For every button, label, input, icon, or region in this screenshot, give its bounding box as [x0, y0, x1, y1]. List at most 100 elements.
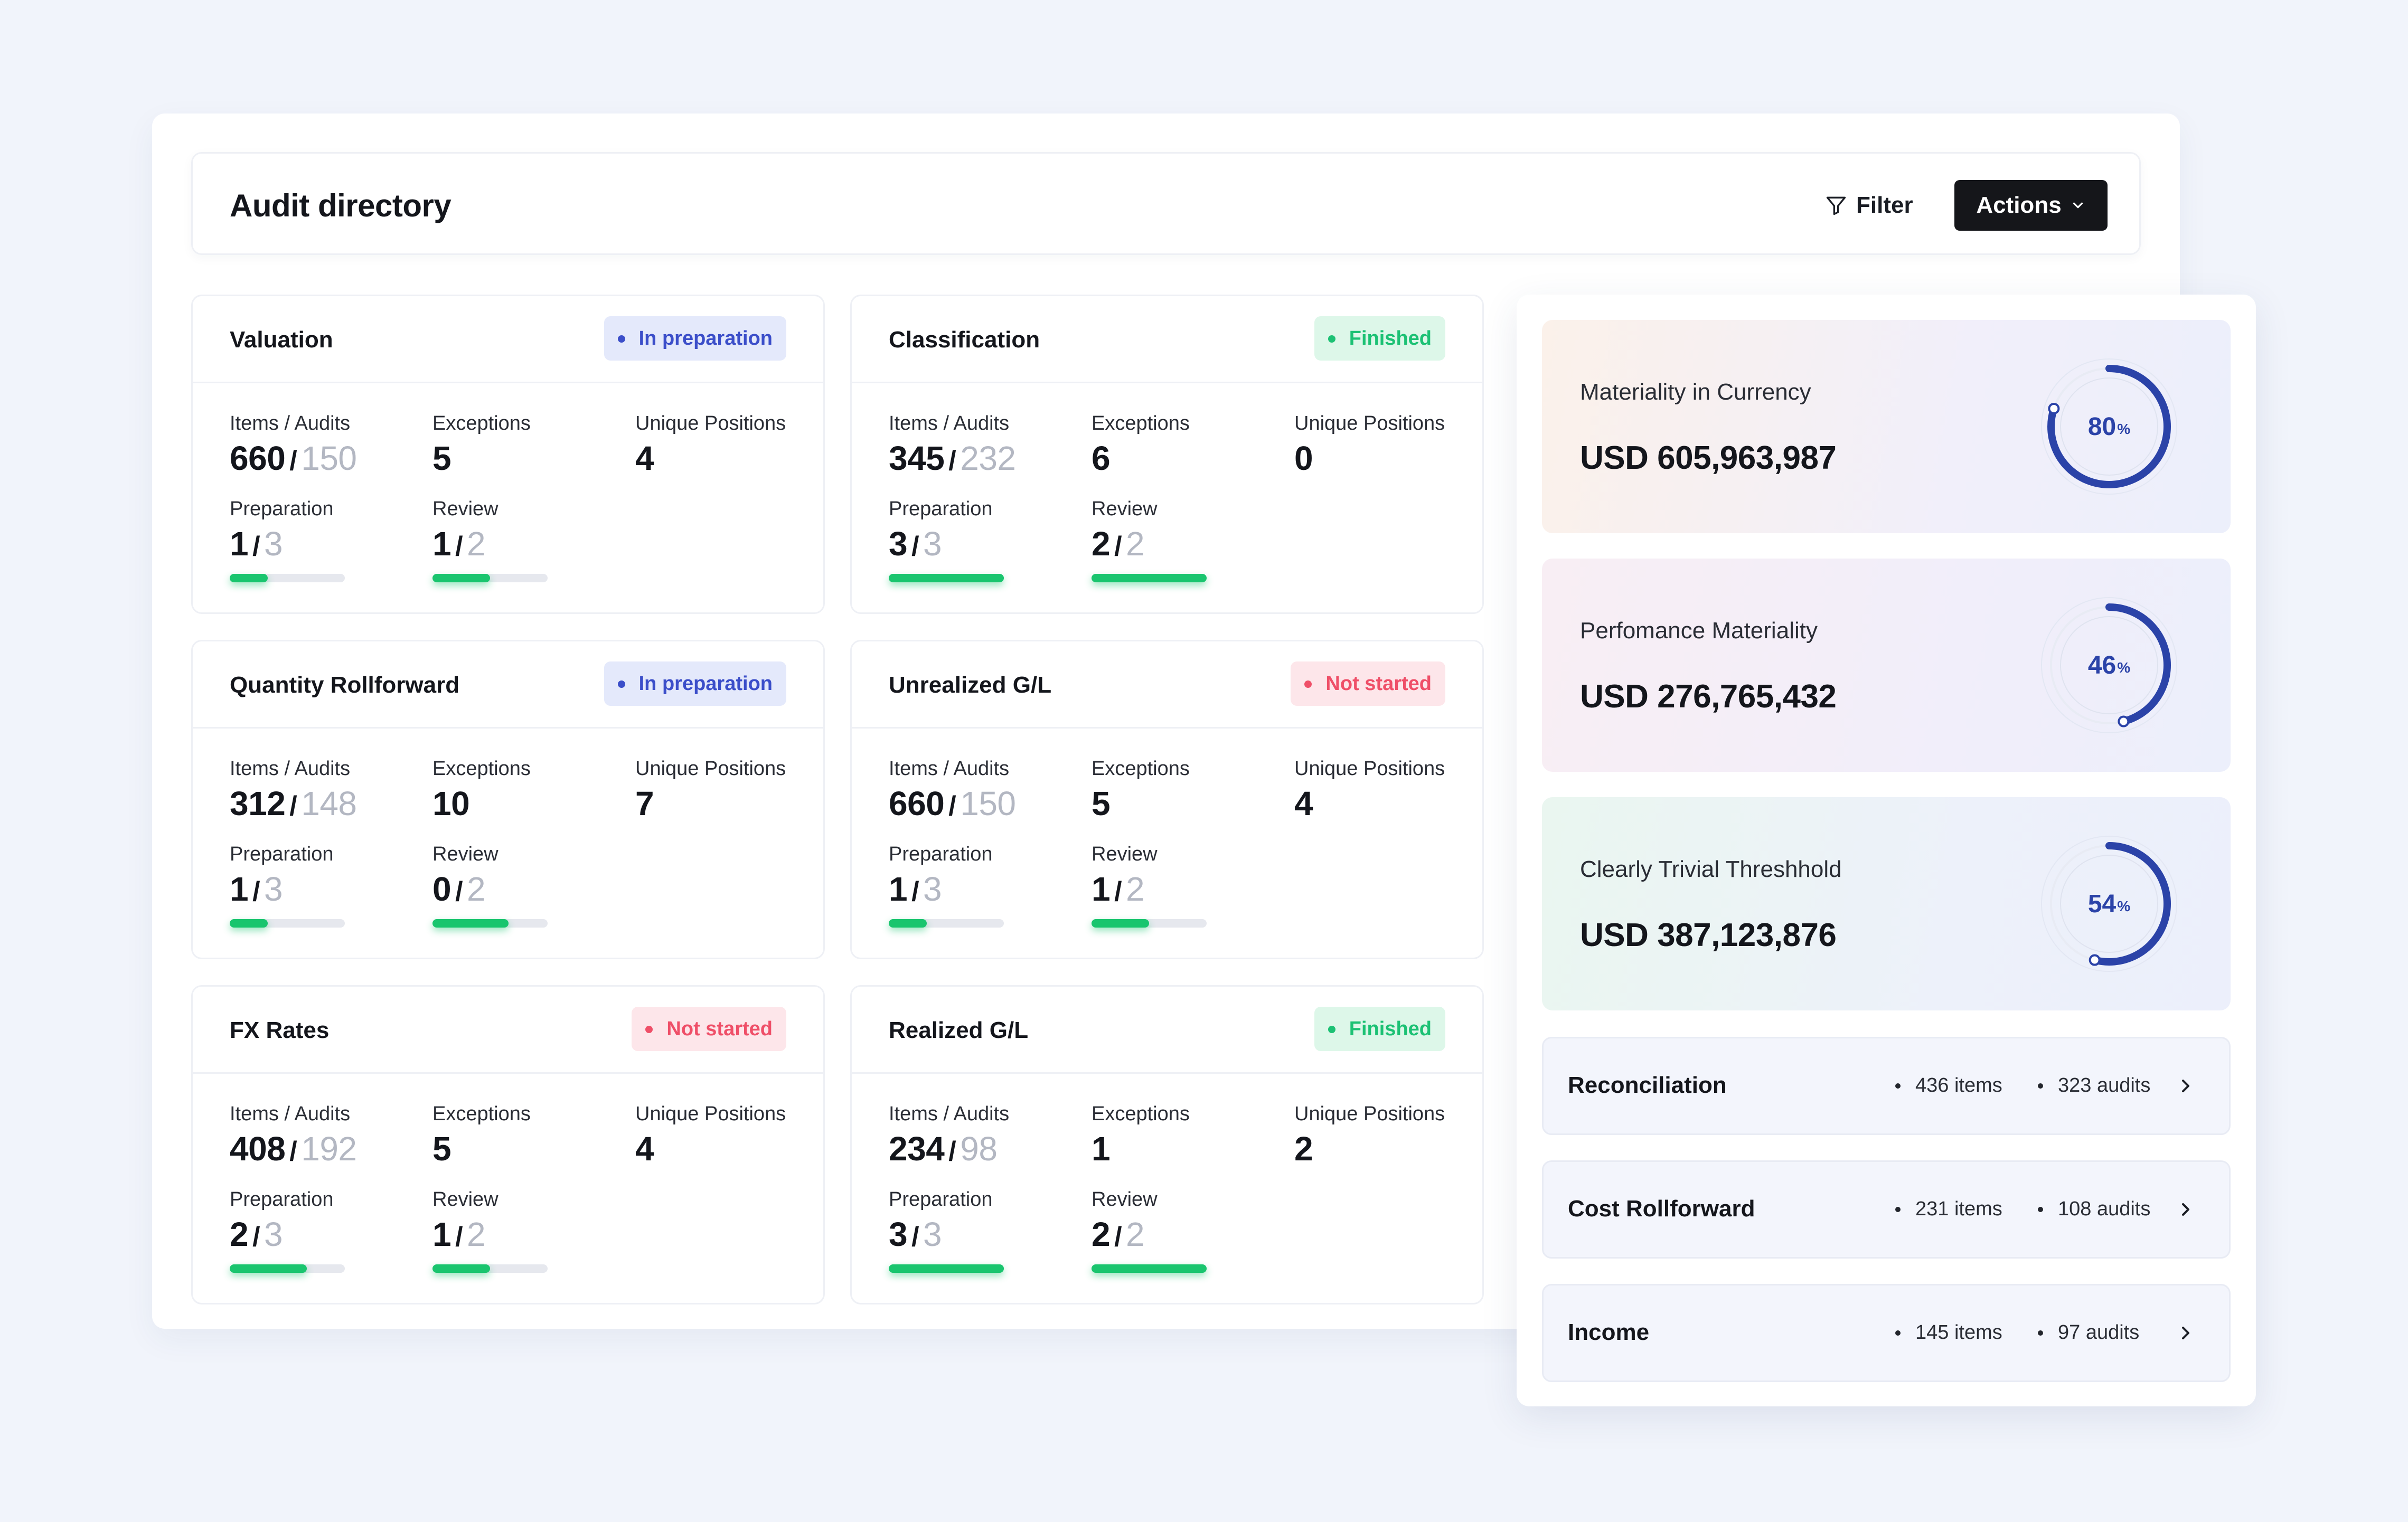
status-badge: Finished: [1314, 1007, 1445, 1051]
preparation-done: 3: [889, 525, 908, 563]
card-title: Valuation: [230, 327, 333, 353]
items-audits-label: Items / Audits: [230, 758, 351, 780]
progress-ring-arc: [2047, 365, 2171, 488]
review-value: 1/2: [432, 1215, 486, 1253]
status-badge: Not started: [632, 1007, 786, 1051]
preparation-label: Preparation: [889, 1188, 993, 1211]
exceptions-value: 6: [1092, 439, 1111, 477]
status-badge: Finished: [1314, 316, 1445, 361]
items-audits-label: Items / Audits: [889, 758, 1010, 780]
exceptions-value: 5: [432, 439, 452, 477]
filter-label: Filter: [1856, 192, 1913, 218]
audits-count: 150: [301, 439, 357, 477]
preparation-total: 3: [264, 870, 283, 908]
preparation-done: 1: [230, 870, 249, 908]
progress-ring: [2041, 597, 2177, 733]
review-value: 1/2: [1092, 870, 1145, 908]
audit-card-realized-gl[interactable]: Realized G/L Finished Items / Audits Exc…: [850, 985, 1484, 1304]
actions-button[interactable]: Actions: [1954, 180, 2108, 231]
preparation-label: Preparation: [230, 1188, 334, 1211]
unique-positions-label: Unique Positions: [1294, 412, 1445, 434]
review-total: 2: [467, 870, 486, 908]
exceptions-label: Exceptions: [1092, 412, 1190, 434]
audits-count: 98: [960, 1130, 998, 1168]
review-progress: [1092, 1264, 1207, 1273]
row-title: Cost Rollforward: [1568, 1196, 1755, 1222]
percent-sign: %: [2117, 659, 2131, 676]
row-audits: 97 audits: [2038, 1321, 2139, 1344]
review-progress: [432, 574, 548, 582]
exceptions-value: 10: [432, 784, 470, 823]
items-count: 234: [889, 1130, 945, 1168]
stat-card-materiality: Materiality in Currency USD 605,963,987 …: [1542, 320, 2231, 533]
summary-row-reconciliation[interactable]: Reconciliation 436 items 323 audits: [1542, 1037, 2231, 1135]
review-value: 2/2: [1092, 525, 1145, 563]
card-header: FX Rates Not started: [193, 987, 823, 1074]
review-progress: [1092, 574, 1207, 582]
preparation-progress-fill: [230, 574, 268, 582]
items-audits-value: 234/98: [889, 1130, 998, 1168]
items-audits-value: 408/192: [230, 1130, 357, 1168]
preparation-progress: [889, 919, 1004, 928]
card-header: Realized G/L Finished: [852, 987, 1482, 1074]
filter-button[interactable]: Filter: [1824, 188, 1913, 222]
preparation-progress: [230, 919, 345, 928]
preparation-total: 3: [264, 525, 283, 563]
summary-row-income[interactable]: Income 145 items 97 audits: [1542, 1284, 2231, 1382]
exceptions-label: Exceptions: [432, 758, 531, 780]
review-done: 1: [1092, 870, 1111, 908]
audit-card-fx-rates[interactable]: FX Rates Not started Items / Audits Exce…: [191, 985, 825, 1304]
preparation-label: Preparation: [230, 498, 334, 520]
row-items: 231 items: [1895, 1198, 2002, 1221]
unique-positions-label: Unique Positions: [635, 412, 786, 434]
unique-positions-value: 0: [1294, 439, 1313, 477]
audit-card-quantity-rollforward[interactable]: Quantity Rollforward In preparation Item…: [191, 640, 825, 959]
preparation-progress: [230, 574, 345, 582]
review-label: Review: [1092, 843, 1158, 865]
items-audits-value: 660/150: [230, 439, 357, 477]
chevron-down-icon: [2073, 202, 2083, 209]
ring-percent: 80%: [2040, 358, 2178, 495]
review-total: 2: [1126, 870, 1145, 908]
card-title: Quantity Rollforward: [230, 672, 460, 698]
review-total: 2: [1126, 525, 1145, 563]
ring-percent: 46%: [2040, 597, 2178, 734]
progress-ring: [2041, 836, 2177, 972]
review-progress-fill: [432, 574, 490, 582]
row-audits: 323 audits: [2038, 1074, 2150, 1097]
items-audits-value: 312/148: [230, 784, 357, 823]
stat-value: USD 605,963,987: [1580, 440, 1837, 476]
preparation-progress-fill: [230, 919, 268, 928]
exceptions-label: Exceptions: [1092, 758, 1190, 780]
row-title: Income: [1568, 1319, 1650, 1345]
audit-card-valuation[interactable]: Valuation In preparation Items / Audits …: [191, 295, 825, 614]
summary-row-cost-rollforward[interactable]: Cost Rollforward 231 items 108 audits: [1542, 1160, 2231, 1259]
audits-count: 148: [301, 784, 357, 823]
chevron-right-icon: [2182, 1080, 2189, 1092]
review-value: 1/2: [432, 525, 486, 563]
review-value: 0/2: [432, 870, 486, 908]
stat-card-trivial-threshold: Clearly Trivial Threshhold USD 387,123,8…: [1542, 797, 2231, 1010]
audits-count: 192: [301, 1130, 357, 1168]
exceptions-label: Exceptions: [1092, 1103, 1190, 1125]
status-badge: Not started: [1291, 661, 1445, 706]
preparation-total: 3: [923, 870, 942, 908]
preparation-total: 3: [923, 1215, 942, 1253]
card-title: Classification: [889, 327, 1040, 353]
audit-card-unrealized-gl[interactable]: Unrealized G/L Not started Items / Audit…: [850, 640, 1484, 959]
unique-positions-label: Unique Positions: [1294, 758, 1445, 780]
directory-header: Audit directory Filter Actions: [191, 152, 2141, 255]
review-label: Review: [432, 843, 498, 865]
preparation-label: Preparation: [889, 498, 993, 520]
review-progress-fill: [1092, 919, 1149, 928]
card-header: Valuation In preparation: [193, 296, 823, 383]
stat-value: USD 276,765,432: [1580, 678, 1837, 715]
progress-ring-arc: [2047, 603, 2171, 727]
exceptions-label: Exceptions: [432, 412, 531, 434]
exceptions-value: 5: [1092, 784, 1111, 823]
audit-card-classification[interactable]: Classification Finished Items / Audits E…: [850, 295, 1484, 614]
review-done: 2: [1092, 1215, 1111, 1253]
review-progress: [1092, 919, 1207, 928]
materiality-panel: Materiality in Currency USD 605,963,987 …: [1517, 295, 2256, 1406]
preparation-total: 3: [923, 525, 942, 563]
